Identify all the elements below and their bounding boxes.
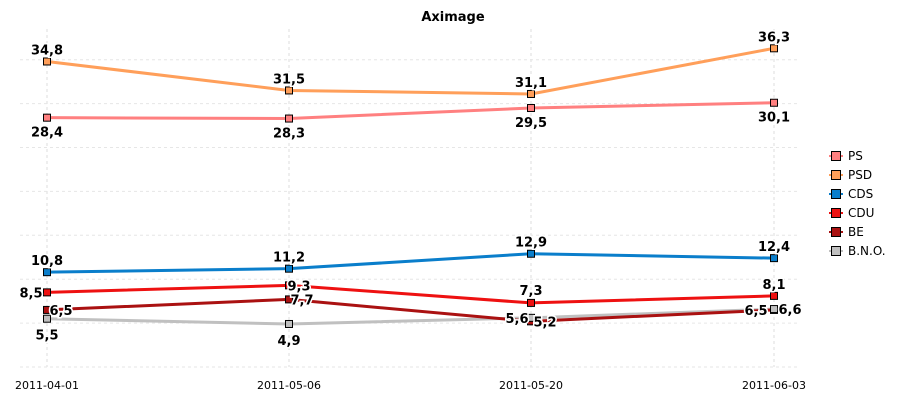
legend-label: PSD <box>848 167 873 182</box>
legend-label: CDS <box>848 186 874 201</box>
data-point-be <box>43 305 51 314</box>
data-label-psd: 34,8 <box>31 43 63 58</box>
data-label-bno: 4,9 <box>277 334 300 349</box>
data-label-cds: 10,8 <box>31 254 63 269</box>
legend-label: BE <box>848 224 864 239</box>
x-tick-label: 2011-05-20 <box>499 379 563 392</box>
legend-item: CDS <box>829 184 897 203</box>
series-line-bno <box>46 307 775 326</box>
legend-item: PS <box>829 146 897 165</box>
legend-swatch <box>829 188 843 199</box>
data-label-be: 6,5 <box>49 304 72 319</box>
data-point-psd <box>527 89 535 98</box>
legend-swatch <box>829 207 843 218</box>
data-label-be: 7,7 <box>290 293 313 308</box>
data-label-psd: 36,3 <box>758 30 790 45</box>
legend-swatch <box>829 226 843 237</box>
series-line-be <box>46 297 775 323</box>
data-point-cdu <box>43 288 51 297</box>
data-label-ps: 30,1 <box>758 111 790 126</box>
data-point-ps <box>285 114 293 123</box>
data-points <box>43 44 778 328</box>
legend-label: CDU <box>848 205 875 220</box>
series-line-cds <box>46 252 775 274</box>
data-label-bno: 5,5 <box>35 329 58 344</box>
data-point-ps <box>527 104 535 113</box>
data-label-ps: 28,4 <box>31 126 63 141</box>
data-point-cds <box>285 264 293 273</box>
data-label-cdu: 9,3 <box>287 279 310 294</box>
data-label-be: 5,2 <box>533 315 556 330</box>
data-label-psd: 31,5 <box>273 72 305 87</box>
legend-swatch <box>829 150 843 161</box>
data-point-be <box>285 295 293 304</box>
legend-label: PS <box>848 148 863 163</box>
data-label-cdu: 8,5 <box>19 286 42 301</box>
data-label-bno: 5,6 <box>505 312 528 327</box>
data-label-cdu: 7,3 <box>519 284 542 299</box>
legend-swatch <box>829 169 843 180</box>
legend-item: CDU <box>829 203 897 222</box>
data-point-psd <box>770 44 778 53</box>
series-line-cdu <box>46 283 775 305</box>
data-point-psd <box>43 57 51 66</box>
data-label-be: 6,5 <box>744 304 767 319</box>
data-point-ps <box>43 113 51 122</box>
data-point-psd <box>285 86 293 95</box>
x-tick-label: 2011-05-06 <box>257 379 321 392</box>
legend-swatch <box>829 245 843 256</box>
series-line-ps <box>46 101 775 121</box>
series-lines <box>46 46 775 326</box>
data-point-bno <box>285 319 293 328</box>
data-label-bno: 6,6 <box>778 303 801 318</box>
data-point-bno <box>770 305 778 314</box>
data-label-cdu: 8,1 <box>762 278 785 293</box>
data-label-cds: 12,9 <box>515 236 547 251</box>
legend-item: BE <box>829 222 897 241</box>
data-point-cdu <box>527 298 535 307</box>
data-label-ps: 29,5 <box>515 116 547 131</box>
data-point-cds <box>527 249 535 258</box>
data-point-cds <box>770 254 778 263</box>
x-tick-label: 2011-04-01 <box>15 379 79 392</box>
data-point-cdu <box>770 291 778 300</box>
data-point-cdu <box>285 281 293 290</box>
grid-lines <box>20 29 800 368</box>
data-point-ps <box>770 98 778 107</box>
legend-item: PSD <box>829 165 897 184</box>
data-point-bno <box>527 313 535 322</box>
series-line-psd <box>46 46 775 96</box>
data-label-psd: 31,1 <box>515 76 547 91</box>
chart-title: Aximage <box>421 10 485 25</box>
x-tick-label: 2011-06-03 <box>742 379 806 392</box>
data-label-ps: 28,3 <box>273 127 305 142</box>
legend-label: B.N.O. <box>848 243 886 258</box>
x-axis-tick-labels: 2011-04-01 2011-05-06 2011-05-20 2011-06-03 <box>15 379 806 392</box>
legend: PS PSD CDS CDU BE B.N.O. <box>829 146 897 260</box>
data-label-cds: 12,4 <box>758 240 790 255</box>
data-label-cds: 11,2 <box>273 251 305 266</box>
data-point-bno <box>43 314 51 323</box>
data-point-cds <box>43 268 51 277</box>
legend-item: B.N.O. <box>829 241 897 260</box>
data-labels: 28,4 28,3 29,5 30,1 34,8 31,5 31,1 36,3 10,8 11,2… <box>18 29 803 351</box>
